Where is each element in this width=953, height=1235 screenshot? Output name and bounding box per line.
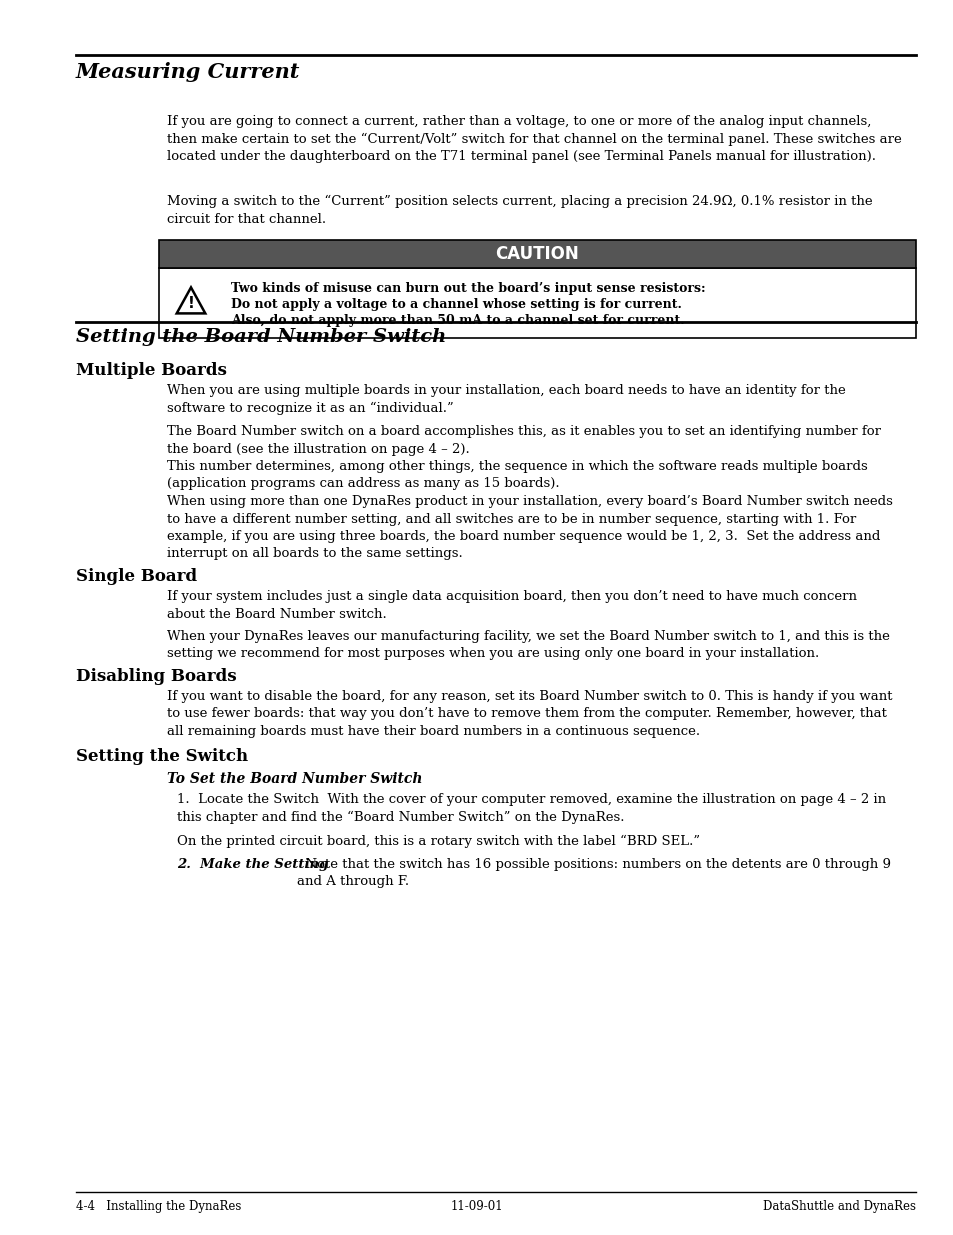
FancyBboxPatch shape — [159, 240, 915, 268]
FancyBboxPatch shape — [159, 268, 915, 338]
Text: !: ! — [188, 295, 194, 310]
Text: Measuring Current: Measuring Current — [76, 62, 300, 82]
Polygon shape — [176, 288, 205, 314]
Text: Two kinds of misuse can burn out the board’s input sense resistors:: Two kinds of misuse can burn out the boa… — [231, 282, 705, 295]
Text: Single Board: Single Board — [76, 568, 197, 585]
Text: Also, do not apply more than 50 mA to a channel set for current.: Also, do not apply more than 50 mA to a … — [231, 314, 684, 327]
Text: Disabling Boards: Disabling Boards — [76, 668, 236, 685]
Text: Do not apply a voltage to a channel whose setting is for current.: Do not apply a voltage to a channel whos… — [231, 298, 681, 311]
Text: When using more than one DynaRes product in your installation, every board’s Boa: When using more than one DynaRes product… — [167, 495, 892, 561]
Text: Setting the Switch: Setting the Switch — [76, 748, 248, 764]
Text: 2.  Make the Setting: 2. Make the Setting — [177, 858, 328, 871]
Text: Multiple Boards: Multiple Boards — [76, 362, 227, 379]
Text: 4-4   Installing the DynaRes: 4-4 Installing the DynaRes — [76, 1200, 241, 1213]
Text: This number determines, among other things, the sequence in which the software r: This number determines, among other thin… — [167, 459, 867, 490]
Text: Note that the switch has 16 possible positions: numbers on the detents are 0 thr: Note that the switch has 16 possible pos… — [296, 858, 890, 888]
Text: DataShuttle and DynaRes: DataShuttle and DynaRes — [762, 1200, 915, 1213]
Text: If you want to disable the board, for any reason, set its Board Number switch to: If you want to disable the board, for an… — [167, 690, 892, 739]
Text: If you are going to connect a current, rather than a voltage, to one or more of : If you are going to connect a current, r… — [167, 115, 901, 163]
Text: When your DynaRes leaves our manufacturing facility, we set the Board Number swi: When your DynaRes leaves our manufacturi… — [167, 630, 889, 661]
Text: 11-09-01: 11-09-01 — [450, 1200, 503, 1213]
Text: Moving a switch to the “Current” position selects current, placing a precision 2: Moving a switch to the “Current” positio… — [167, 195, 872, 226]
Text: When you are using multiple boards in your installation, each board needs to hav: When you are using multiple boards in yo… — [167, 384, 845, 415]
Text: If your system includes just a single data acquisition board, then you don’t nee: If your system includes just a single da… — [167, 590, 856, 620]
Text: Setting the Board Number Switch: Setting the Board Number Switch — [76, 329, 446, 346]
Text: CAUTION: CAUTION — [496, 245, 578, 263]
Text: On the printed circuit board, this is a rotary switch with the label “BRD SEL.”: On the printed circuit board, this is a … — [177, 835, 700, 848]
Text: The Board Number switch on a board accomplishes this, as it enables you to set a: The Board Number switch on a board accom… — [167, 425, 880, 456]
Text: To Set the Board Number Switch: To Set the Board Number Switch — [167, 772, 422, 785]
Text: 1.  Locate the Switch  With the cover of your computer removed, examine the illu: 1. Locate the Switch With the cover of y… — [177, 793, 885, 824]
